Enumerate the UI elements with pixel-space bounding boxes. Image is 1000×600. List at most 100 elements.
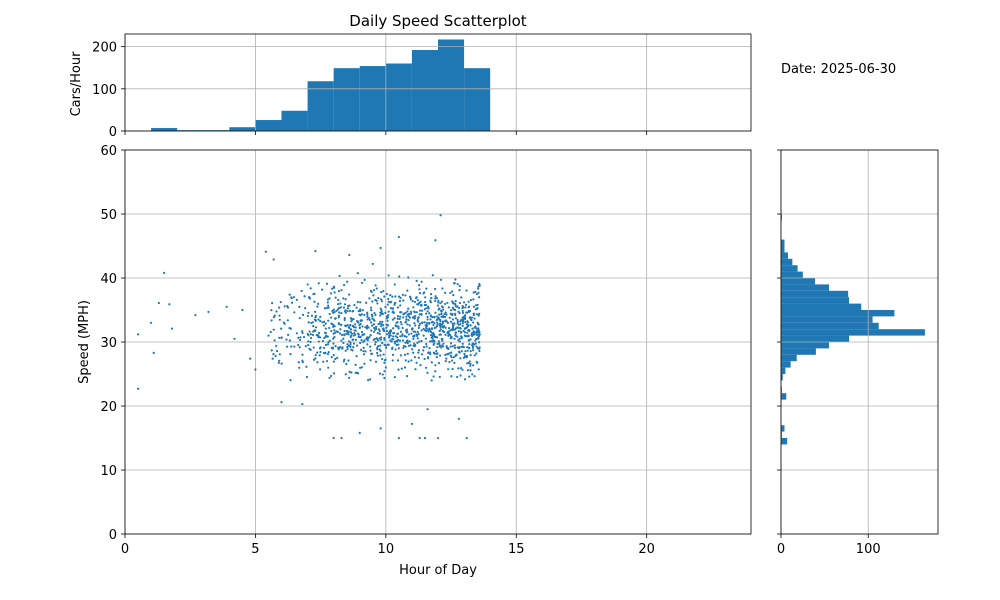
scatter-point	[325, 306, 329, 310]
scatter-point	[387, 310, 390, 313]
scatter-point	[459, 330, 463, 334]
scatter-point	[474, 290, 477, 294]
scatter-point	[423, 308, 426, 311]
scatter-point	[380, 291, 383, 294]
scatter-point	[475, 327, 478, 330]
scatter-point	[378, 332, 381, 335]
scatter-point	[458, 340, 461, 343]
scatter-point	[359, 366, 362, 369]
scatter-point	[351, 338, 355, 341]
scatter-point	[417, 332, 420, 336]
scatter-point	[374, 313, 377, 317]
scatter-point	[440, 324, 443, 327]
scatter-point	[401, 326, 404, 330]
scatter-point	[280, 336, 283, 339]
scatter-point	[318, 368, 322, 371]
scatter-point	[454, 278, 457, 281]
scatter-point	[402, 346, 405, 350]
scatter-point	[392, 332, 395, 335]
scatter-point	[457, 339, 460, 342]
scatter-point	[426, 328, 429, 331]
scatter-point	[374, 328, 377, 331]
scatter-point	[254, 368, 257, 371]
scatter-point	[436, 352, 439, 355]
scatter-point	[307, 340, 310, 343]
scatter-point	[469, 338, 472, 341]
scatter-point	[280, 401, 283, 404]
scatter-point	[331, 309, 334, 313]
scatter-point	[379, 427, 382, 430]
scatter-point	[300, 289, 303, 293]
scatter-point	[321, 321, 324, 324]
scatter-point	[382, 327, 385, 330]
scatter-point	[170, 327, 174, 330]
scatter-point	[249, 357, 252, 360]
scatter-point	[361, 325, 364, 328]
scatter-point	[289, 327, 292, 330]
scatter-point	[430, 297, 433, 300]
scatter-point	[458, 337, 461, 340]
top-histogram-y-tick-label: 200	[92, 41, 117, 56]
scatter-point	[420, 309, 424, 312]
scatter-point	[312, 358, 316, 361]
scatter-point	[383, 337, 386, 340]
scatter-point	[397, 327, 400, 330]
scatter-point	[317, 331, 321, 335]
scatter-point	[380, 336, 383, 339]
scatter-point	[271, 357, 274, 360]
scatter-point	[439, 309, 443, 312]
scatter-point	[369, 345, 372, 348]
scatter-point	[398, 339, 402, 342]
scatter-point	[458, 345, 461, 349]
scatter-point	[461, 345, 464, 348]
scatter-point	[293, 345, 296, 348]
scatter-point	[422, 327, 425, 330]
right-histogram-bar	[781, 303, 862, 310]
scatter-point	[464, 303, 468, 306]
scatter-point	[433, 316, 436, 319]
scatter-point	[397, 347, 400, 350]
scatter-point	[394, 335, 397, 338]
scatter-point	[392, 338, 395, 341]
scatter-point	[314, 250, 317, 253]
scatter-point	[380, 298, 383, 301]
top-histogram-bar	[307, 81, 334, 131]
scatter-point	[477, 314, 480, 317]
scatter-point	[360, 339, 363, 342]
top-histogram-bar	[385, 63, 412, 131]
scatter-point	[445, 345, 448, 348]
scatter-point	[357, 310, 360, 313]
scatter-point	[438, 307, 441, 310]
scatter-point	[454, 317, 458, 320]
scatter-point	[419, 363, 422, 367]
scatter-point	[386, 319, 389, 322]
scatter-point	[359, 348, 363, 351]
scatter-point	[458, 289, 461, 292]
scatter-point	[459, 357, 462, 360]
scatter-point	[431, 274, 434, 277]
scatter-point	[330, 316, 333, 319]
scatter-point	[406, 323, 409, 326]
scatter-point	[346, 343, 349, 346]
scatter-point	[449, 312, 452, 315]
scatter-point	[343, 358, 346, 361]
scatter-point	[405, 375, 409, 378]
scatter-point	[472, 364, 475, 367]
scatter-point	[400, 367, 403, 370]
y-axis-label: Speed (MPH)	[77, 300, 92, 384]
right-histogram-bar	[781, 386, 782, 394]
scatter-point	[272, 328, 275, 331]
scatter-point	[414, 368, 417, 371]
right-histogram-bar	[781, 290, 849, 298]
scatter-point	[473, 326, 476, 329]
scatter-point	[432, 333, 435, 337]
scatter-point	[334, 344, 337, 348]
scatter-point	[369, 359, 372, 362]
scatter-point	[359, 319, 362, 322]
scatter-point	[457, 326, 461, 329]
scatter-point	[396, 315, 400, 318]
scatter-point	[337, 290, 341, 293]
scatter-point	[368, 336, 371, 339]
scatter-point	[414, 324, 417, 327]
scatter-point	[314, 310, 317, 313]
